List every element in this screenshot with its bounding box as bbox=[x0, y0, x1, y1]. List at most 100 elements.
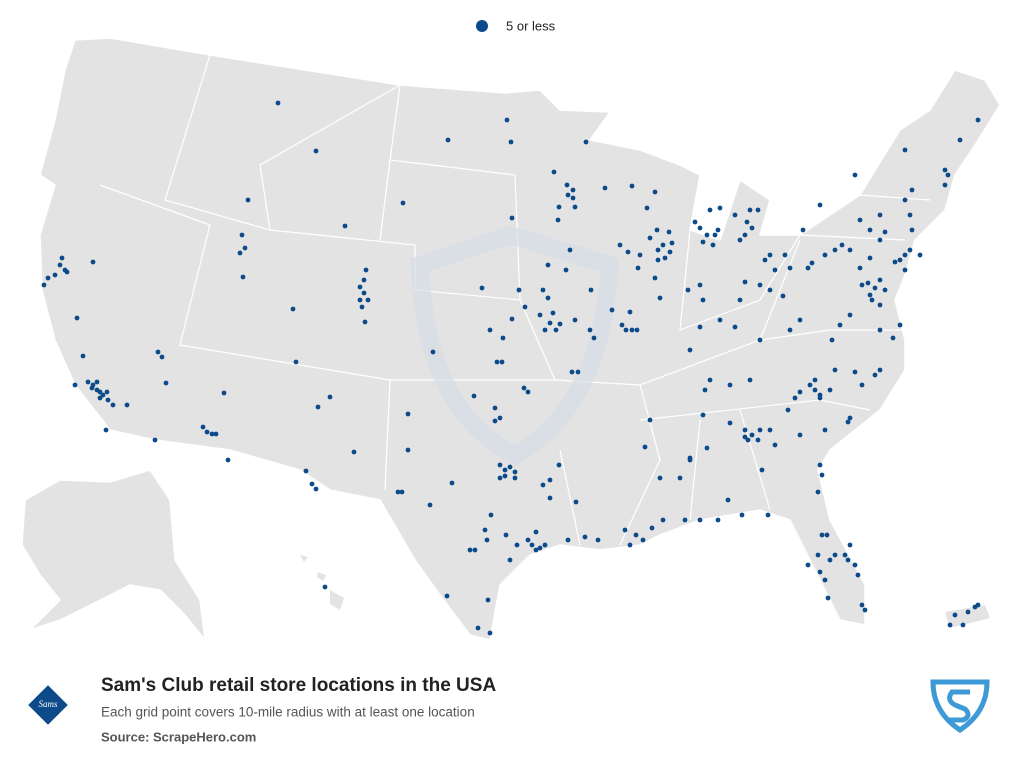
store-dot bbox=[867, 227, 873, 233]
store-dot bbox=[877, 277, 883, 283]
store-dot bbox=[897, 257, 903, 263]
store-dot bbox=[687, 457, 693, 463]
store-dot bbox=[497, 415, 503, 421]
store-dot bbox=[572, 204, 578, 210]
store-dot bbox=[872, 372, 878, 378]
store-dot bbox=[41, 282, 47, 288]
store-dot bbox=[342, 223, 348, 229]
store-dot bbox=[399, 489, 405, 495]
store-dot bbox=[57, 262, 63, 268]
store-dot bbox=[742, 279, 748, 285]
store-dot bbox=[702, 387, 708, 393]
store-dot bbox=[832, 552, 838, 558]
store-dot bbox=[737, 237, 743, 243]
store-dot bbox=[97, 389, 103, 395]
store-dot bbox=[817, 395, 823, 401]
store-dot bbox=[640, 537, 646, 543]
store-dot bbox=[700, 412, 706, 418]
store-dot bbox=[942, 182, 948, 188]
store-dot bbox=[290, 306, 296, 312]
store-dot bbox=[555, 217, 561, 223]
store-dot bbox=[427, 502, 433, 508]
store-dot bbox=[512, 475, 518, 481]
store-dot bbox=[467, 547, 473, 553]
store-dot bbox=[772, 267, 778, 273]
store-dot bbox=[637, 252, 643, 258]
store-dot bbox=[755, 437, 761, 443]
store-dot bbox=[945, 172, 951, 178]
store-dot bbox=[867, 292, 873, 298]
store-dot bbox=[657, 295, 663, 301]
store-dot bbox=[152, 437, 158, 443]
store-dot bbox=[545, 262, 551, 268]
store-dot bbox=[882, 287, 888, 293]
store-dot bbox=[957, 137, 963, 143]
store-dot bbox=[859, 602, 865, 608]
store-dot bbox=[852, 172, 858, 178]
store-dot bbox=[772, 442, 778, 448]
store-dot bbox=[155, 349, 161, 355]
store-dot bbox=[817, 462, 823, 468]
store-dot bbox=[815, 489, 821, 495]
store-dot bbox=[647, 417, 653, 423]
store-dot bbox=[697, 517, 703, 523]
store-dot bbox=[797, 389, 803, 395]
store-dot bbox=[327, 394, 333, 400]
store-dot bbox=[359, 304, 365, 310]
store-dot bbox=[655, 247, 661, 253]
store-dot bbox=[654, 227, 660, 233]
store-dot bbox=[917, 252, 923, 258]
store-dot bbox=[514, 542, 520, 548]
store-dot bbox=[647, 235, 653, 241]
store-dot bbox=[570, 195, 576, 201]
store-dot bbox=[767, 287, 773, 293]
store-dot bbox=[657, 475, 663, 481]
puerto-rico bbox=[945, 605, 990, 628]
store-dot bbox=[497, 462, 503, 468]
sams-logo: Sams bbox=[28, 685, 68, 725]
store-dot bbox=[817, 569, 823, 575]
store-dot bbox=[405, 447, 411, 453]
store-dot bbox=[242, 245, 248, 251]
store-dot bbox=[94, 379, 100, 385]
store-dot bbox=[682, 517, 688, 523]
hawaii bbox=[300, 555, 344, 610]
store-dot bbox=[825, 595, 831, 601]
store-dot bbox=[697, 225, 703, 231]
store-dot bbox=[847, 415, 853, 421]
store-dot bbox=[547, 477, 553, 483]
store-dot bbox=[749, 225, 755, 231]
store-dot bbox=[633, 532, 639, 538]
store-dot bbox=[484, 537, 490, 543]
store-dot bbox=[245, 197, 251, 203]
store-dot bbox=[204, 429, 210, 435]
store-dot bbox=[717, 205, 723, 211]
store-dot bbox=[619, 322, 625, 328]
store-dot bbox=[540, 482, 546, 488]
store-dot bbox=[482, 527, 488, 533]
store-dot bbox=[563, 267, 569, 273]
store-dot bbox=[239, 232, 245, 238]
store-dot bbox=[445, 137, 451, 143]
store-dot bbox=[634, 327, 640, 333]
store-dot bbox=[822, 252, 828, 258]
store-dot bbox=[627, 309, 633, 315]
store-dot bbox=[822, 577, 828, 583]
store-dot bbox=[847, 247, 853, 253]
store-dot bbox=[762, 257, 768, 263]
store-dot bbox=[45, 275, 51, 281]
store-dot bbox=[800, 227, 806, 233]
store-dot bbox=[565, 537, 571, 543]
store-dot bbox=[547, 320, 553, 326]
store-dot bbox=[667, 249, 673, 255]
store-dot bbox=[902, 197, 908, 203]
store-dot bbox=[824, 532, 830, 538]
store-dot bbox=[570, 187, 576, 193]
store-dot bbox=[542, 542, 548, 548]
subtitle: Each grid point covers 10-mile radius wi… bbox=[101, 705, 475, 720]
store-dot bbox=[72, 382, 78, 388]
store-dot bbox=[405, 411, 411, 417]
store-dot bbox=[872, 285, 878, 291]
store-dot bbox=[859, 282, 865, 288]
store-dot bbox=[237, 250, 243, 256]
